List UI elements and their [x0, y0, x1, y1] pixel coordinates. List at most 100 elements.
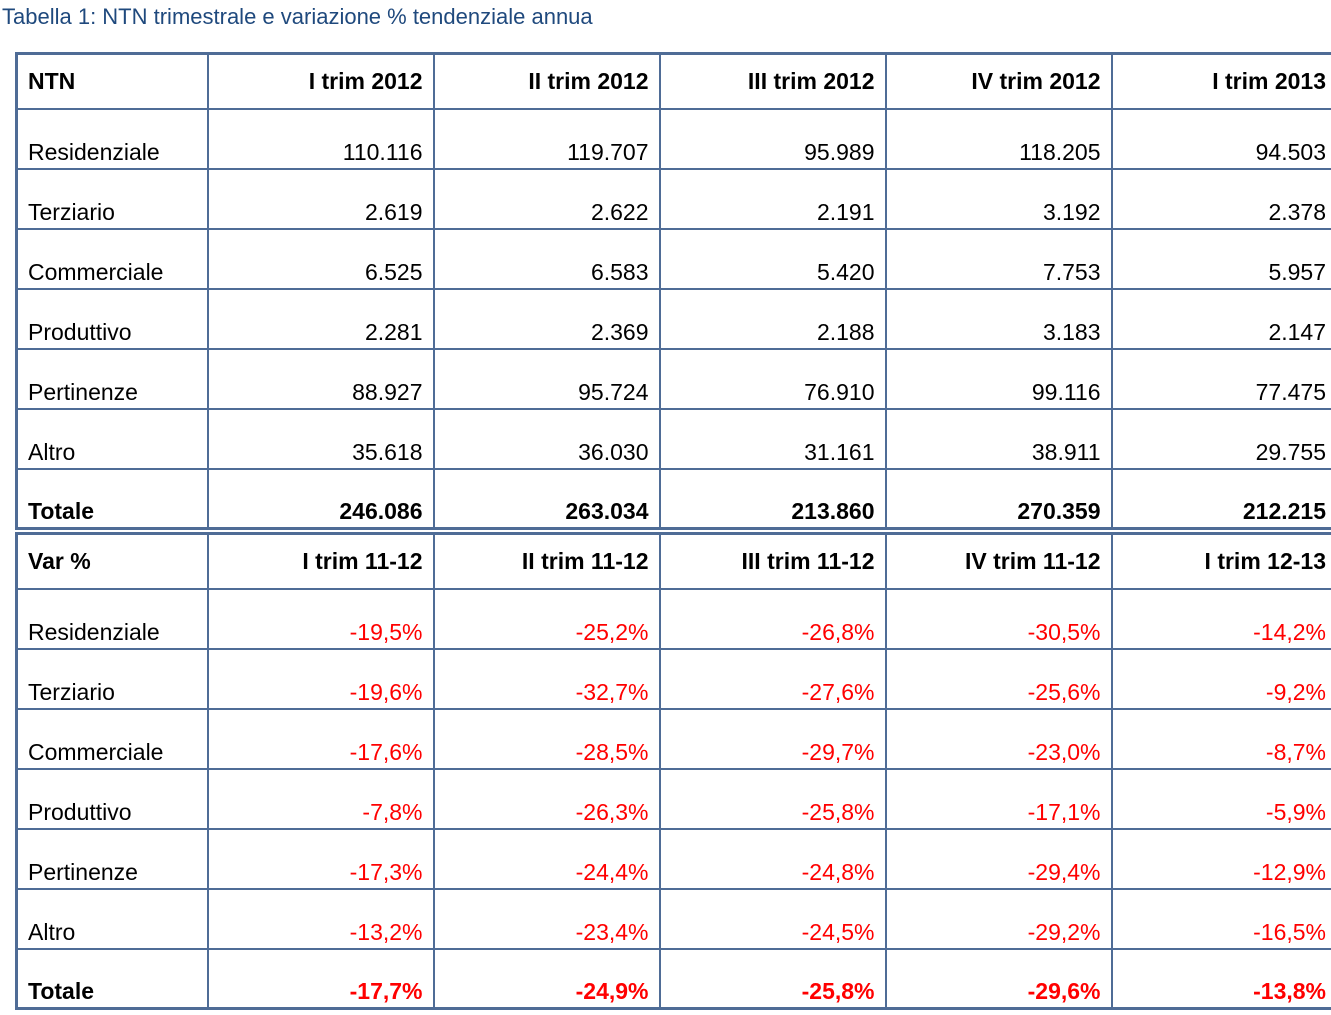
table-cell: -29,2%	[884, 888, 1113, 950]
table-cell: 76.910	[658, 348, 887, 410]
table-cell: 5.957	[1110, 228, 1331, 290]
table-cell: -7,8%	[206, 768, 435, 830]
row-label: Pertinenze	[15, 828, 209, 890]
row-label: Altro	[15, 408, 209, 470]
table-row: Terziario -19,6% -32,7% -27,6% -25,6% -9…	[15, 648, 1331, 710]
table-cell: -28,5%	[432, 708, 661, 770]
table-row: Residenziale -19,5% -25,2% -26,8% -30,5%…	[15, 588, 1331, 650]
table-cell: -26,3%	[432, 768, 661, 830]
header-row: NTN I trim 2012 II trim 2012 III trim 20…	[15, 52, 1331, 110]
table-cell: -19,6%	[206, 648, 435, 710]
table-cell: 2.188	[658, 288, 887, 350]
table-cell: 2.191	[658, 168, 887, 230]
table-cell: -17,7%	[206, 948, 435, 1010]
ntn-table: NTN I trim 2012 II trim 2012 III trim 20…	[15, 52, 1331, 530]
header-cell: IV trim 11-12	[884, 532, 1113, 590]
table-row: Pertinenze 88.927 95.724 76.910 99.116 7…	[15, 348, 1331, 410]
table-cell: 270.359	[884, 468, 1113, 530]
table-row: Residenziale 110.116 119.707 95.989 118.…	[15, 108, 1331, 170]
table-row: Terziario 2.619 2.622 2.191 3.192 2.378	[15, 168, 1331, 230]
table-cell: 95.724	[432, 348, 661, 410]
table-cell: -8,7%	[1110, 708, 1331, 770]
table-cell: 88.927	[206, 348, 435, 410]
header-cell: II trim 2012	[432, 52, 661, 110]
header-cell: II trim 11-12	[432, 532, 661, 590]
table-row: Altro -13,2% -23,4% -24,5% -29,2% -16,5%	[15, 888, 1331, 950]
table-cell: -13,8%	[1110, 948, 1331, 1010]
table-cell: -24,8%	[658, 828, 887, 890]
header-cell: Var %	[15, 532, 209, 590]
table-cell: 263.034	[432, 468, 661, 530]
table-cell: 35.618	[206, 408, 435, 470]
table-cell: 118.205	[884, 108, 1113, 170]
table-cell: -24,9%	[432, 948, 661, 1010]
table-cell: 2.622	[432, 168, 661, 230]
header-row: Var % I trim 11-12 II trim 11-12 III tri…	[15, 532, 1331, 590]
table-cell: 3.192	[884, 168, 1113, 230]
header-cell: III trim 2012	[658, 52, 887, 110]
table-cell: -30,5%	[884, 588, 1113, 650]
total-row: Totale 246.086 263.034 213.860 270.359 2…	[15, 468, 1331, 530]
row-label: Totale	[15, 948, 209, 1010]
table-cell: 246.086	[206, 468, 435, 530]
table-cell: 38.911	[884, 408, 1113, 470]
var-percent-table: Var % I trim 11-12 II trim 11-12 III tri…	[15, 532, 1331, 1010]
table-cell: 7.753	[884, 228, 1113, 290]
table-cell: -27,6%	[658, 648, 887, 710]
total-row: Totale -17,7% -24,9% -25,8% -29,6% -13,8…	[15, 948, 1331, 1010]
header-cell: I trim 2012	[206, 52, 435, 110]
table-cell: 77.475	[1110, 348, 1331, 410]
table-cell: 119.707	[432, 108, 661, 170]
table-cell: 31.161	[658, 408, 887, 470]
table-cell: 6.583	[432, 228, 661, 290]
table-cell: 6.525	[206, 228, 435, 290]
table-cell: -32,7%	[432, 648, 661, 710]
table-cell: -29,4%	[884, 828, 1113, 890]
row-label: Commerciale	[15, 228, 209, 290]
table-cell: -25,2%	[432, 588, 661, 650]
row-label: Pertinenze	[15, 348, 209, 410]
table-cell: 5.420	[658, 228, 887, 290]
header-cell: I trim 12-13	[1110, 532, 1331, 590]
table-cell: -12,9%	[1110, 828, 1331, 890]
table-cell: 213.860	[658, 468, 887, 530]
row-label: Totale	[15, 468, 209, 530]
table-cell: 3.183	[884, 288, 1113, 350]
table-cell: 110.116	[206, 108, 435, 170]
table-cell: -29,7%	[658, 708, 887, 770]
header-cell: I trim 2013	[1110, 52, 1331, 110]
table-cell: -23,0%	[884, 708, 1113, 770]
table-cell: 99.116	[884, 348, 1113, 410]
table-cell: -26,8%	[658, 588, 887, 650]
table-cell: -14,2%	[1110, 588, 1331, 650]
table-cell: -17,3%	[206, 828, 435, 890]
row-label: Terziario	[15, 648, 209, 710]
table-cell: 2.369	[432, 288, 661, 350]
table-cell: 2.147	[1110, 288, 1331, 350]
table-cell: -24,5%	[658, 888, 887, 950]
table-cell: 2.378	[1110, 168, 1331, 230]
table-cell: 2.281	[206, 288, 435, 350]
table-cell: -5,9%	[1110, 768, 1331, 830]
table-caption: Tabella 1: NTN trimestrale e variazione …	[2, 4, 593, 29]
table-cell: -17,1%	[884, 768, 1113, 830]
table-row: Produttivo 2.281 2.369 2.188 3.183 2.147	[15, 288, 1331, 350]
header-cell: III trim 11-12	[658, 532, 887, 590]
table-cell: -25,6%	[884, 648, 1113, 710]
row-label: Produttivo	[15, 768, 209, 830]
row-label: Produttivo	[15, 288, 209, 350]
table-cell: -16,5%	[1110, 888, 1331, 950]
row-label: Residenziale	[15, 588, 209, 650]
row-label: Commerciale	[15, 708, 209, 770]
table-cell: 94.503	[1110, 108, 1331, 170]
table-cell: -19,5%	[206, 588, 435, 650]
table-cell: 95.989	[658, 108, 887, 170]
table-row: Altro 35.618 36.030 31.161 38.911 29.755	[15, 408, 1331, 470]
table-row: Commerciale -17,6% -28,5% -29,7% -23,0% …	[15, 708, 1331, 770]
table-row: Produttivo -7,8% -26,3% -25,8% -17,1% -5…	[15, 768, 1331, 830]
table-cell: -24,4%	[432, 828, 661, 890]
row-label: Residenziale	[15, 108, 209, 170]
table-row: Pertinenze -17,3% -24,4% -24,8% -29,4% -…	[15, 828, 1331, 890]
table-cell: -23,4%	[432, 888, 661, 950]
header-cell: IV trim 2012	[884, 52, 1113, 110]
